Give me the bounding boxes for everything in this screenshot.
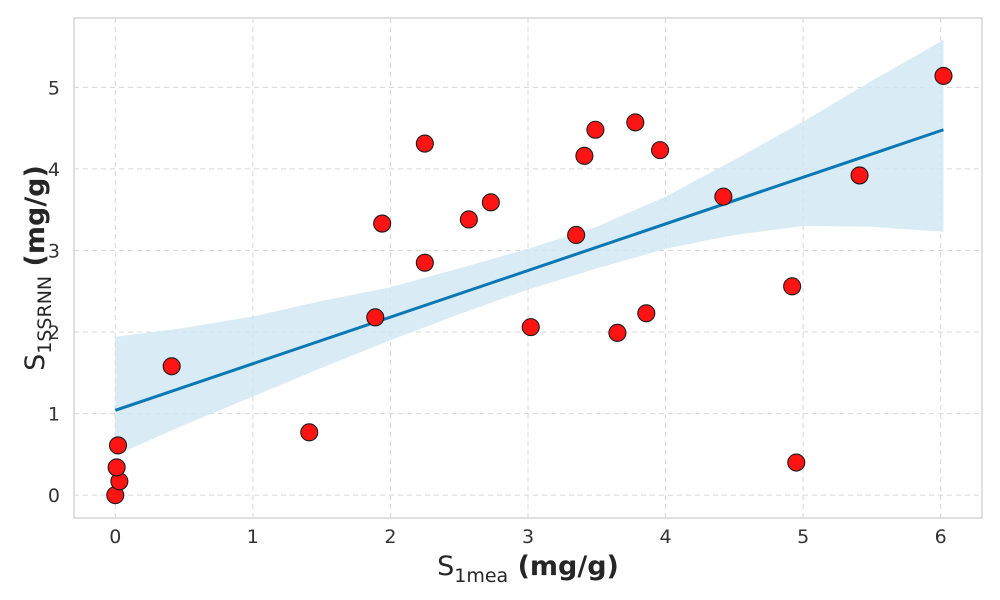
data-point [373,214,392,233]
confidence-band-area [115,40,944,456]
x-tick-label: 0 [109,526,121,548]
confidence-band [115,40,944,456]
x-axis-label: S1mea (mg/g) [437,551,619,587]
x-axis-label-main: S [437,551,454,582]
data-point [459,210,478,229]
y-tick-labels: 0 1 2 3 4 5 [48,77,60,507]
x-axis-label-unit: (mg/g) [508,551,619,582]
y-tick-label: 1 [48,404,60,426]
data-point [608,323,627,342]
data-point [783,277,802,296]
x-tick-label: 2 [384,526,396,548]
y-axis-label-main: S [20,354,51,371]
data-point [637,304,656,323]
x-tick-label: 4 [660,526,672,548]
x-tick-label: 6 [935,526,947,548]
y-tick-label: 5 [48,77,60,99]
data-point [415,134,434,153]
x-tick-label: 5 [797,526,809,548]
data-point [714,187,733,206]
plot-frame [73,17,983,519]
data-points [106,66,953,505]
data-point [626,113,645,132]
data-point [787,453,806,472]
data-point [575,146,594,165]
regression-line-path [114,128,944,412]
data-point [567,225,586,245]
data-point [651,141,670,160]
y-axis-label-sub: 1SSRNN [34,276,56,354]
y-tick-label: 2 [48,322,60,344]
data-point [481,193,500,212]
data-point [850,166,869,185]
y-axis-label: S1SSRNN (mg/g) [20,165,56,371]
y-tick-label: 0 [48,485,60,507]
x-tick-label: 1 [247,526,259,548]
regression-line [114,128,944,412]
data-point [162,357,181,376]
x-axis-label-sub: 1mea [454,565,508,587]
data-point [415,253,434,272]
data-point [107,458,126,477]
x-tick-label: 3 [522,526,534,548]
data-point [108,436,128,455]
data-point [366,308,385,327]
data-point [586,120,605,139]
x-tick-labels: 0 1 2 3 4 5 6 [109,526,947,548]
y-axis-label-unit: (mg/g) [20,165,51,276]
y-tick-label: 3 [48,240,60,262]
data-point [934,66,953,85]
data-point [521,318,540,337]
data-point [300,423,319,442]
y-tick-label: 4 [48,159,60,181]
